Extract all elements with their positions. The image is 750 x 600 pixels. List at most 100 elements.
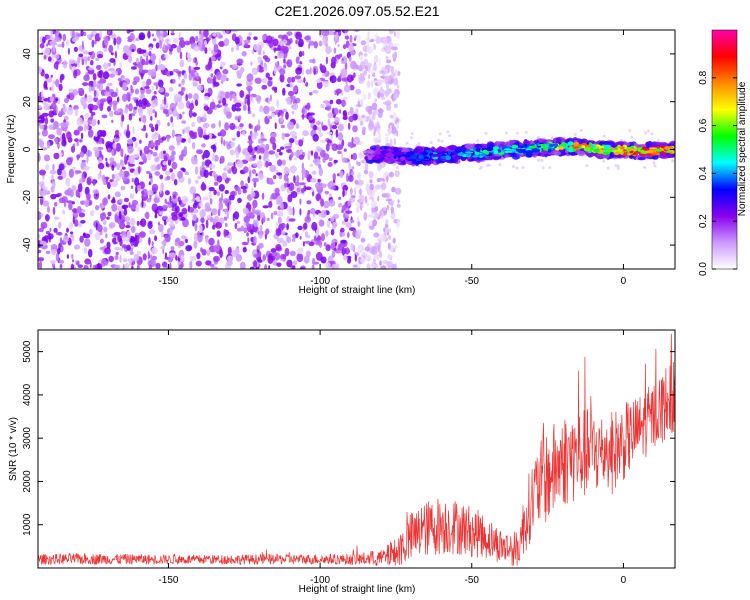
noise-blob bbox=[313, 151, 319, 161]
noise-blob bbox=[69, 189, 74, 198]
noise-blob bbox=[121, 114, 125, 122]
noise-blob bbox=[302, 130, 309, 137]
noise-blob bbox=[281, 132, 285, 141]
noise-blob bbox=[191, 156, 198, 165]
signal-core-blob bbox=[568, 147, 573, 153]
noise-blob bbox=[130, 84, 133, 92]
noise-blob bbox=[297, 79, 304, 84]
noise-blob bbox=[276, 172, 282, 176]
noise-blob bbox=[385, 100, 392, 107]
noise-blob bbox=[164, 252, 168, 259]
noise-blob bbox=[243, 39, 251, 44]
y-tick-label: -40 bbox=[22, 237, 33, 252]
noise-blob bbox=[47, 233, 54, 240]
noise-blob bbox=[106, 216, 110, 220]
noise-blob bbox=[323, 80, 329, 88]
noise-blob bbox=[384, 228, 392, 233]
noise-blob bbox=[299, 149, 303, 153]
noise-blob bbox=[296, 253, 304, 263]
noise-blob bbox=[185, 245, 192, 252]
noise-blob bbox=[373, 130, 376, 137]
noise-blob bbox=[236, 160, 244, 168]
noise-blob bbox=[48, 134, 55, 140]
noise-blob bbox=[224, 91, 230, 99]
noise-blob bbox=[107, 211, 112, 217]
noise-blob bbox=[111, 180, 118, 188]
noise-blob bbox=[332, 214, 340, 219]
signal-blob bbox=[637, 157, 646, 161]
noise-blob bbox=[123, 170, 130, 178]
noise-blob bbox=[163, 266, 166, 269]
noise-blob bbox=[181, 195, 189, 205]
noise-blob bbox=[74, 138, 79, 142]
noise-blob bbox=[250, 95, 253, 102]
noise-blob bbox=[332, 173, 337, 181]
signal-core-blob bbox=[593, 148, 600, 153]
noise-blob bbox=[257, 118, 260, 127]
noise-blob bbox=[91, 39, 95, 48]
noise-blob bbox=[221, 172, 228, 181]
noise-blob bbox=[358, 116, 363, 122]
noise-blob bbox=[216, 175, 223, 183]
noise-blob bbox=[335, 88, 342, 94]
noise-blob bbox=[392, 237, 396, 244]
noise-blob bbox=[310, 208, 316, 215]
noise-blob bbox=[329, 99, 334, 105]
noise-blob bbox=[446, 130, 450, 134]
noise-blob bbox=[380, 85, 383, 93]
noise-blob bbox=[77, 56, 81, 64]
noise-blob bbox=[272, 38, 279, 47]
noise-blob bbox=[154, 235, 158, 242]
noise-blob bbox=[208, 47, 211, 52]
noise-blob bbox=[295, 56, 300, 64]
noise-blob bbox=[125, 224, 131, 229]
noise-blob bbox=[103, 220, 107, 226]
noise-blob bbox=[325, 244, 331, 252]
noise-blob bbox=[42, 200, 50, 207]
noise-blob bbox=[182, 111, 185, 115]
noise-blob bbox=[114, 191, 121, 198]
noise-blob bbox=[393, 79, 398, 86]
noise-blob bbox=[235, 45, 240, 51]
signal-blob bbox=[577, 150, 586, 157]
noise-blob bbox=[186, 52, 191, 59]
noise-blob bbox=[169, 168, 173, 173]
noise-blob bbox=[52, 180, 56, 189]
noise-blob bbox=[231, 249, 239, 257]
noise-blob bbox=[331, 124, 338, 130]
noise-blob bbox=[176, 45, 182, 53]
noise-blob bbox=[159, 39, 163, 49]
noise-blob bbox=[295, 232, 299, 238]
signal-core-blob bbox=[408, 153, 415, 156]
noise-blob bbox=[380, 265, 387, 269]
noise-blob bbox=[295, 39, 298, 45]
noise-blob bbox=[185, 93, 189, 102]
noise-blob bbox=[515, 166, 519, 170]
noise-blob bbox=[239, 123, 244, 128]
noise-blob bbox=[164, 155, 168, 162]
noise-blob bbox=[364, 195, 368, 204]
y-tick-label: -20 bbox=[22, 190, 33, 205]
noise-blob bbox=[282, 87, 286, 96]
noise-blob bbox=[379, 166, 383, 170]
noise-blob bbox=[476, 139, 480, 143]
noise-blob bbox=[183, 72, 188, 80]
noise-blob bbox=[38, 132, 41, 136]
noise-blob bbox=[274, 87, 278, 94]
noise-blob bbox=[70, 263, 75, 269]
noise-blob bbox=[63, 137, 67, 145]
noise-blob bbox=[366, 46, 373, 54]
noise-blob bbox=[120, 247, 124, 251]
noise-blob bbox=[382, 37, 388, 46]
noise-blob bbox=[308, 43, 311, 49]
noise-blob bbox=[137, 106, 143, 115]
noise-blob bbox=[364, 162, 369, 172]
noise-blob bbox=[151, 103, 154, 107]
noise-blob bbox=[245, 222, 250, 228]
noise-blob bbox=[119, 132, 122, 137]
noise-blob bbox=[169, 102, 177, 111]
noise-blob bbox=[103, 47, 108, 53]
noise-blob bbox=[247, 145, 253, 153]
noise-blob bbox=[222, 97, 227, 106]
noise-blob bbox=[202, 154, 205, 160]
